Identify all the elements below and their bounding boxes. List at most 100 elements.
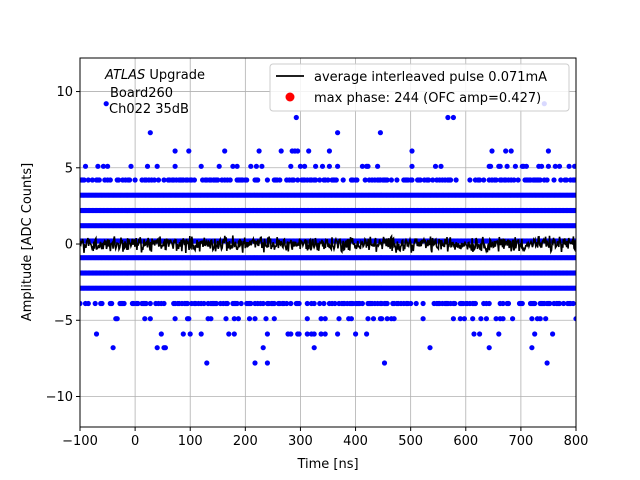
scatter-point	[417, 177, 423, 183]
scatter-point	[161, 300, 167, 307]
scatter-point	[187, 331, 193, 337]
scatter-point	[335, 331, 341, 337]
scatter-point	[235, 316, 241, 322]
scatter-point	[572, 163, 576, 169]
scatter-point	[340, 177, 346, 183]
scatter-point	[172, 148, 178, 154]
scatter-point	[85, 177, 91, 183]
scatter-point	[573, 316, 576, 322]
scatter-point	[264, 177, 270, 183]
scatter-point	[186, 148, 192, 154]
scatter-point	[103, 101, 109, 107]
scatter-point	[420, 316, 426, 322]
scatter-point	[288, 331, 294, 337]
scatter-point	[523, 163, 530, 169]
scatter-point	[256, 148, 262, 154]
scatter-point	[264, 360, 270, 366]
scatter-point	[253, 163, 259, 169]
scatter-point	[100, 163, 106, 169]
scatter-point	[493, 177, 499, 183]
plot-frame	[79, 57, 577, 428]
scatter-point	[158, 331, 164, 337]
scatter-point	[336, 316, 342, 322]
scatter-point	[333, 177, 339, 183]
scatter-point	[184, 300, 191, 307]
scatter-point	[264, 331, 270, 337]
scatter-point	[248, 163, 254, 169]
scatter-point	[354, 177, 360, 183]
scatter-series	[80, 101, 576, 366]
scatter-point	[147, 130, 153, 136]
scatter-point	[297, 163, 303, 169]
scatter-point	[488, 163, 494, 169]
scatter-point	[244, 177, 250, 183]
scatter-point	[110, 345, 116, 351]
scatter-point	[260, 345, 266, 351]
scatter-point	[255, 177, 261, 183]
x-tick-label: 100	[178, 434, 203, 449]
y-tick-label: −10	[46, 390, 73, 405]
average-pulse-line	[80, 234, 576, 255]
scatter-point	[135, 300, 141, 307]
annotation-line3: Ch022 35dB	[109, 102, 189, 117]
axis-ticks: −100 0 100 200 300 400 500 600 700 800 −10 −5 0 5 10	[46, 85, 589, 449]
scatter-point	[154, 163, 160, 169]
scatter-point	[511, 177, 517, 183]
y-tick-label: 0	[65, 238, 73, 253]
scatter-point	[311, 300, 317, 307]
scatter-point	[445, 114, 451, 121]
scatter-point	[551, 177, 557, 183]
scatter-point	[288, 300, 294, 307]
x-tick-label: 300	[288, 434, 313, 449]
scatter-point	[260, 300, 266, 307]
scatter-point	[426, 177, 432, 183]
scatter-point	[96, 177, 102, 183]
scatter-point	[471, 331, 477, 337]
scatter-point	[477, 177, 483, 183]
annotation-line2: Board260	[110, 86, 173, 101]
scatter-point	[432, 163, 439, 169]
scatter-point	[147, 300, 153, 307]
x-tick-label: 700	[508, 434, 533, 449]
scatter-point	[558, 177, 564, 183]
scatter-point	[107, 177, 113, 183]
scatter-point	[302, 163, 308, 169]
scatter-point	[311, 331, 317, 337]
scatter-point	[288, 163, 294, 169]
scatter-point	[512, 163, 519, 169]
scatter-point	[515, 177, 521, 183]
scatter-point	[545, 148, 552, 154]
scatter-point	[155, 177, 162, 183]
scatter-point	[379, 316, 385, 322]
scatter-point	[215, 177, 221, 183]
scatter-point	[259, 163, 265, 169]
scatter-point	[296, 331, 302, 337]
scatter-point	[570, 300, 576, 307]
scatter-point	[313, 177, 319, 183]
scatter-point	[573, 192, 576, 198]
scatter-point	[322, 331, 328, 337]
scatter-point	[537, 177, 543, 183]
scatter-point	[92, 300, 98, 307]
scatter-point	[375, 163, 381, 169]
scatter-point	[304, 331, 310, 337]
scatter-point	[127, 177, 133, 183]
scatter-point	[252, 316, 258, 322]
legend-label-average: average interleaved pulse 0.071mA	[314, 70, 547, 85]
scatter-point	[450, 316, 456, 322]
scatter-point	[293, 114, 299, 121]
scatter-point	[318, 316, 324, 322]
scatter-point	[353, 331, 359, 337]
scatter-point	[263, 316, 269, 322]
scatter-point	[543, 316, 549, 322]
scatter-point	[95, 163, 101, 169]
scatter-point	[317, 300, 323, 307]
scatter-point	[304, 316, 310, 322]
scatter-point	[409, 163, 415, 169]
scatter-point	[306, 148, 312, 154]
scatter-point	[450, 114, 456, 121]
scatter-point	[326, 148, 332, 154]
scatter-point	[296, 300, 302, 307]
scatter-point	[438, 163, 444, 169]
scatter-point	[504, 163, 510, 169]
